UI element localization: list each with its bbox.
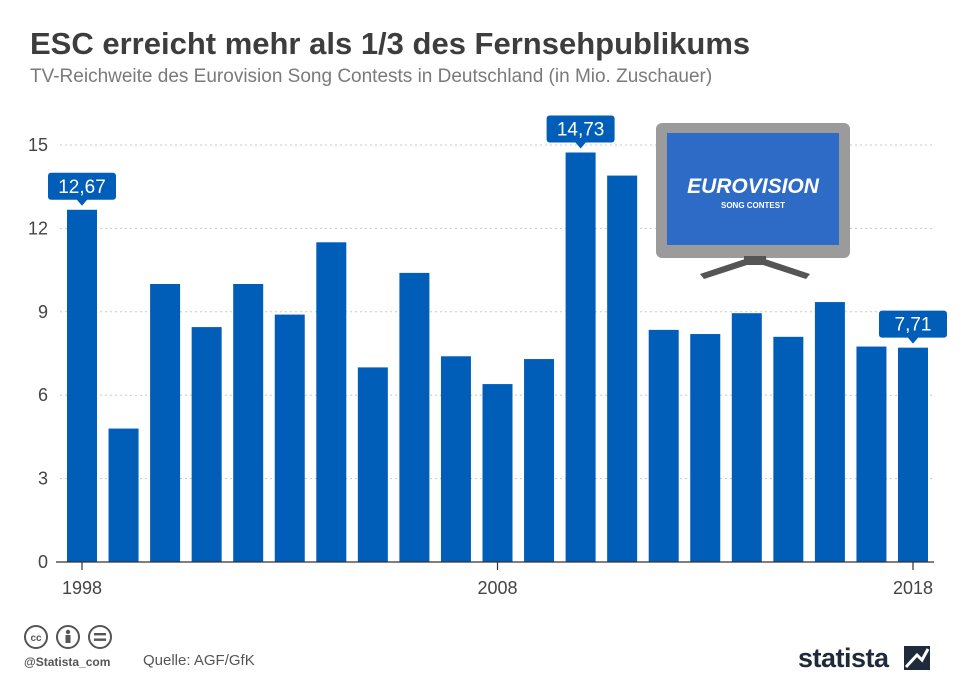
bar [357,367,388,562]
bar [856,346,887,562]
bar [731,313,762,562]
bar [399,272,430,562]
bar [150,284,181,562]
data-label-pointer [76,198,88,206]
data-label-text: 7,71 [895,315,932,336]
statista-handle: @Statista_com [24,655,111,669]
y-tick-label: 12 [28,218,48,238]
bar [565,152,596,563]
attribution-icon [56,625,80,649]
data-label-box [879,310,947,338]
x-tick-label: 2008 [477,578,517,598]
x-axis-ticks: 1998 2008 2018 [62,562,933,598]
y-tick-label: 0 [38,552,48,572]
tv-stand-neck [744,256,766,264]
bar [316,242,347,563]
data-label: 12,67 [48,172,116,206]
y-tick-label: 6 [38,385,48,405]
bar [898,347,928,562]
y-tick-label: 9 [38,302,48,322]
data-label-box [546,115,615,143]
statista-logo-icon [904,646,930,670]
bar [233,284,264,562]
data-labels: 12,67 14,73 7,71 [48,115,947,344]
data-label-text: 14,73 [557,120,605,141]
bar [648,329,679,562]
chart-title: ESC erreicht mehr als 1/3 des Fernsehpub… [30,26,751,61]
y-tick-label: 15 [28,135,48,155]
svg-text:cc: cc [30,633,42,644]
data-label-pointer [907,336,919,344]
bar [191,327,222,562]
chart-subtitle: TV-Reichweite des Eurovision Song Contes… [30,66,713,87]
statista-logo-text: statista [798,643,890,673]
data-label: 14,73 [546,115,615,149]
eurovision-logo-text: EUROVISION [687,175,820,198]
bar [108,428,139,562]
bar [690,334,721,562]
y-axis-ticks: 0 3 6 9 12 15 [28,135,48,572]
bars [67,152,928,563]
data-label-text: 12,67 [58,177,106,198]
bar [814,302,845,562]
bar [524,359,555,562]
tv-screen [667,133,839,245]
x-tick-label: 1998 [62,578,102,598]
bar [67,209,97,563]
bar [440,356,471,562]
bar [274,314,305,562]
source-note: Quelle: AGF/GfK [143,652,255,669]
tv-illustration: EUROVISION SONG CONTEST [656,123,850,279]
cc-icon: cc [24,625,48,649]
data-label: 7,71 [879,310,947,344]
eurovision-logo-subtext: SONG CONTEST [721,201,785,210]
y-tick-label: 3 [38,469,48,489]
bar [482,384,513,562]
bar [607,175,638,562]
x-tick-label: 2018 [893,578,933,598]
no-derivatives-icon [88,625,112,649]
bar [773,336,804,562]
license-icons: cc [24,624,124,655]
data-label-pointer [574,141,587,149]
data-label-box [48,172,116,200]
statista-logo[interactable]: statista [798,640,938,679]
